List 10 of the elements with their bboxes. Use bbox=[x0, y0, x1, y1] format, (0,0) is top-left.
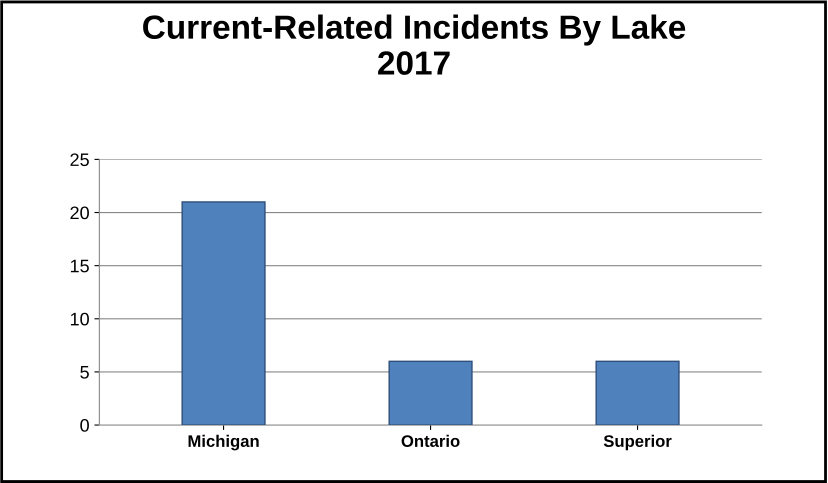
chart-title: Current-Related Incidents By Lake 2017 bbox=[143, 14, 686, 75]
y-tick-label: 25 bbox=[70, 153, 89, 166]
x-tick-label: Superior bbox=[604, 434, 672, 450]
y-tick-label: 5 bbox=[80, 366, 89, 379]
x-tick-label: Michigan bbox=[188, 434, 259, 450]
y-tick-label: 0 bbox=[80, 418, 89, 432]
x-tick-label: Ontario bbox=[402, 434, 460, 448]
y-tick-label: 20 bbox=[70, 206, 89, 220]
y-tick-label: 10 bbox=[70, 312, 89, 326]
y-tick-label: 15 bbox=[70, 260, 89, 272]
